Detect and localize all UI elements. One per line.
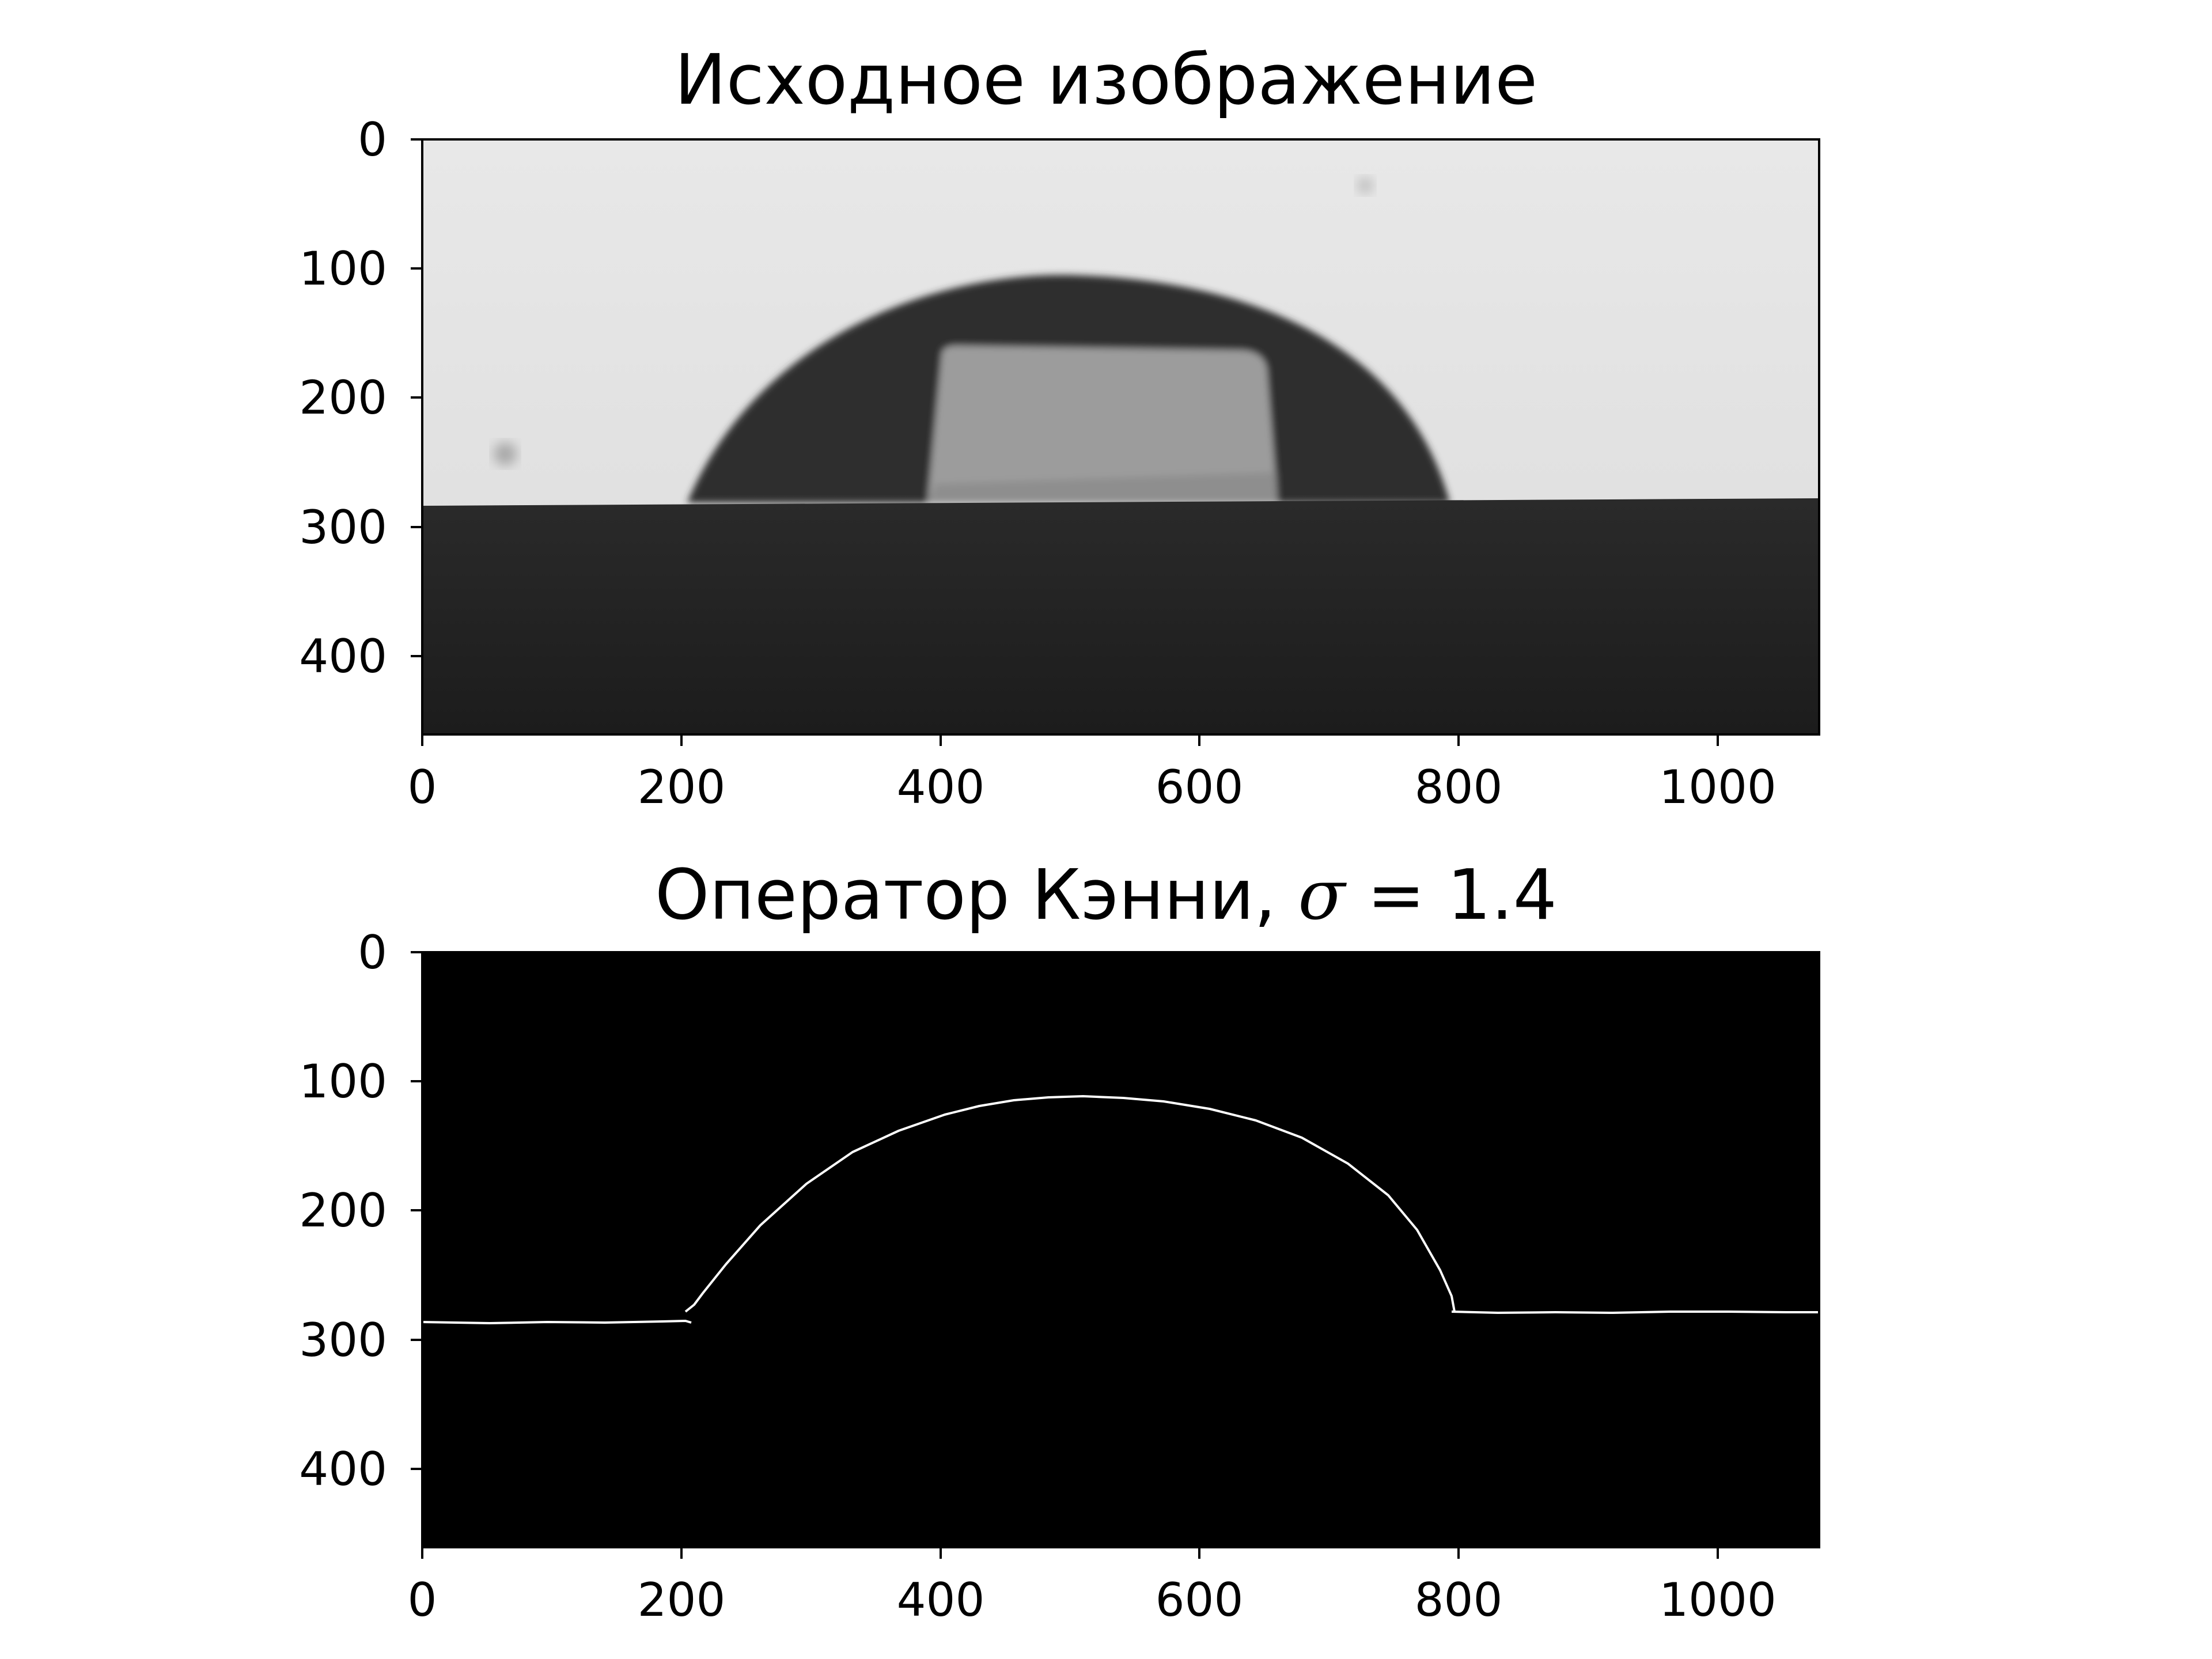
detected-edges — [422, 1095, 1819, 1324]
drop-transmission-window — [927, 346, 1278, 503]
x-tick-label: 600 — [1156, 1573, 1244, 1627]
x-tick-label: 1000 — [1659, 1573, 1777, 1627]
dust-speck — [1357, 177, 1373, 194]
y-tick-label: 100 — [299, 1055, 387, 1108]
original-image-title: Исходное изображение — [674, 40, 1538, 120]
x-tick-label: 800 — [1415, 760, 1503, 814]
droplet — [687, 275, 1450, 503]
y-tick-label: 200 — [299, 1184, 387, 1237]
canny-title-text: Оператор Кэнни, — [655, 855, 1298, 935]
x-axis — [421, 734, 1719, 746]
x-tick-label: 400 — [897, 760, 985, 814]
y-tick-label: 0 — [358, 113, 387, 166]
x-tick-label: 0 — [408, 1573, 437, 1627]
y-tick-label: 300 — [299, 1313, 387, 1367]
y-tick-label: 0 — [358, 926, 387, 979]
x-tick-label: 0 — [408, 760, 437, 814]
x-axis — [421, 1547, 1719, 1559]
original-image-plot: 0 100 200 300 400 0 200 400 600 800 1000 — [299, 113, 1820, 814]
x-tick-label: 200 — [638, 1573, 726, 1627]
y-tick-label: 400 — [299, 1442, 387, 1496]
y-axis — [411, 951, 422, 1470]
x-tick-label: 1000 — [1659, 760, 1777, 814]
edge-map-background — [422, 952, 1819, 1547]
y-axis — [411, 138, 422, 657]
sigma-symbol: σ — [1298, 855, 1346, 935]
original-image-panel: Исходное изображение — [299, 40, 1820, 814]
y-tick-label: 400 — [299, 630, 387, 683]
x-tick-label: 800 — [1415, 1573, 1503, 1627]
x-tick-label: 400 — [897, 1573, 985, 1627]
x-tick-label: 200 — [638, 760, 726, 814]
canny-title-eq: = 1.4 — [1345, 855, 1557, 935]
canny-title: Оператор Кэнни, σ = 1.4 — [0, 861, 2212, 930]
substrate — [422, 498, 1819, 734]
canny-edges-plot: 0 100 200 300 400 0 200 400 600 800 1000 — [299, 926, 1820, 1627]
x-tick-label: 600 — [1156, 760, 1244, 814]
canny-edges-panel: Оператор Кэнни, σ = 1.4 0 100 200 300 — [0, 815, 2212, 1645]
y-tick-label: 300 — [299, 501, 387, 554]
dust-speck — [494, 442, 517, 465]
y-tick-label: 200 — [299, 371, 387, 425]
y-tick-label: 100 — [299, 242, 387, 296]
